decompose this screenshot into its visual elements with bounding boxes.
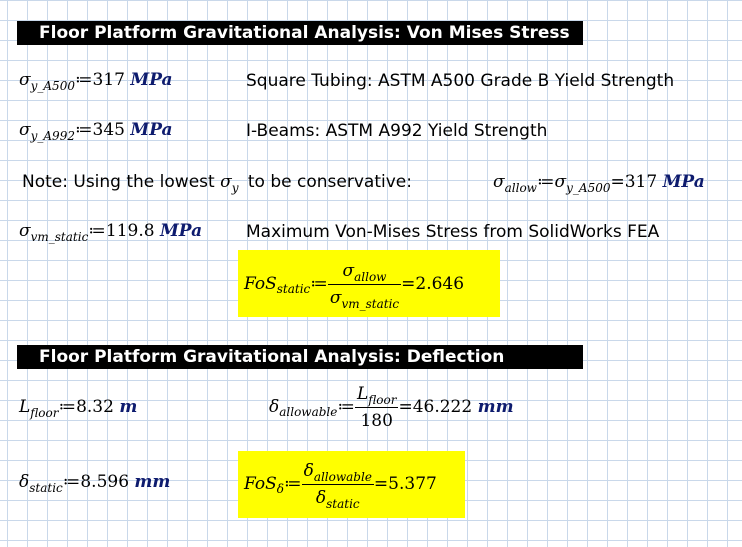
numerator-symbol: σ <box>342 260 355 281</box>
define-operator: ≔ <box>74 120 93 140</box>
unit: MPa <box>130 120 173 140</box>
lhs: FoS <box>244 274 277 294</box>
section-title: Floor Platform Gravitational Analysis: V… <box>39 23 570 43</box>
numerator-subscript: floor <box>368 392 397 407</box>
numerator: Lfloor <box>355 383 399 407</box>
equation-sigma-vm-static[interactable]: σvm_static≔119.8 MPa <box>19 221 203 244</box>
fraction-bar <box>327 283 402 285</box>
description-a992: I-Beams: ASTM A992 Yield Strength <box>246 121 548 141</box>
equation-l-floor[interactable]: Lfloor≔8.32 m <box>19 397 138 420</box>
equation-delta-static[interactable]: δstatic≔8.596 mm <box>19 472 171 495</box>
fraction-bar <box>301 483 374 485</box>
value: 345 <box>92 120 125 140</box>
value: 119.8 <box>105 221 155 241</box>
unit: MPa <box>159 221 203 241</box>
numerator: δallowable <box>302 460 374 484</box>
symbol: L <box>19 397 31 417</box>
define-operator: ≔ <box>74 70 93 90</box>
result: 2.646 <box>415 274 465 294</box>
symbol: δ <box>19 472 30 492</box>
symbol: δ <box>269 397 280 417</box>
unit: MPa <box>662 172 705 192</box>
equals: = <box>398 397 413 417</box>
value: 8.32 <box>76 397 114 417</box>
numerator-symbol: δ <box>303 460 314 481</box>
note-text-after: to be conservative: <box>247 172 412 192</box>
denominator: σvm_static <box>328 287 401 311</box>
equals: = <box>610 172 625 192</box>
rhs-symbol: σ <box>554 172 567 192</box>
description-vm: Maximum Von-Mises Stress from SolidWorks… <box>246 222 660 242</box>
fraction: Lfloor 180 <box>354 383 399 431</box>
note-symbol: σ <box>220 172 232 192</box>
define-operator: ≔ <box>310 274 328 294</box>
fos-delta-highlight <box>238 451 465 518</box>
result: 5.377 <box>388 474 437 494</box>
numerator-symbol: L <box>356 383 369 404</box>
define-operator: ≔ <box>58 397 77 417</box>
fraction-bar <box>354 406 399 408</box>
equation-fos-delta[interactable]: FoS δ ≔ δallowable δstatic = 5.377 <box>244 454 437 514</box>
denominator-symbol: σ <box>329 287 342 308</box>
lhs-subscript: static <box>276 282 311 296</box>
define-operator: ≔ <box>283 474 302 494</box>
subscript: allow <box>504 181 537 195</box>
equation-delta-allowable[interactable]: δ allowable ≔ Lfloor 180 = 46.222 mm <box>269 378 514 436</box>
section-header-stress: Floor Platform Gravitational Analysis: V… <box>17 21 583 45</box>
equation-fos-static[interactable]: FoS static ≔ σallow σvm_static = 2.646 <box>244 254 464 314</box>
subscript: y_A500 <box>30 79 75 93</box>
symbol: σ <box>19 221 31 241</box>
lhs-subscript: δ <box>276 482 284 496</box>
symbol: σ <box>19 120 31 140</box>
unit: mm <box>134 472 171 492</box>
denominator-subscript: vm_static <box>341 296 400 311</box>
define-operator: ≔ <box>536 172 555 192</box>
equals: = <box>401 274 416 294</box>
numerator-subscript: allowable <box>313 469 372 484</box>
note-text: Note: Using the lowest σy to be conserva… <box>22 172 412 195</box>
rhs-subscript: y_A500 <box>566 181 611 195</box>
denominator: δstatic <box>302 487 374 511</box>
fraction: σallow σvm_static <box>327 260 402 311</box>
value: 317 <box>92 70 125 90</box>
numerator-subscript: allow <box>354 269 387 284</box>
denominator: 180 <box>360 410 393 431</box>
equals: = <box>373 474 389 494</box>
denominator-subscript: static <box>326 496 360 511</box>
subscript: vm_static <box>30 230 89 244</box>
subscript: floor <box>30 406 59 420</box>
equation-sigma-y-a992[interactable]: σy_A992≔345 MPa <box>19 120 173 143</box>
subscript: y_A992 <box>30 129 75 143</box>
equation-sigma-y-a500[interactable]: σy_A500≔317 MPa <box>19 70 173 93</box>
value: 317 <box>624 172 658 192</box>
define-operator: ≔ <box>337 397 355 417</box>
unit: mm <box>477 397 514 417</box>
define-operator: ≔ <box>88 221 106 241</box>
lhs: FoS <box>244 474 277 494</box>
value: 46.222 <box>412 397 473 417</box>
unit: MPa <box>130 70 173 90</box>
fraction: δallowable δstatic <box>301 460 374 511</box>
section-title: Floor Platform Gravitational Analysis: D… <box>39 347 505 367</box>
value: 8.596 <box>80 472 130 492</box>
denominator-symbol: δ <box>315 487 327 508</box>
note-text-before: Note: Using the lowest <box>22 172 215 192</box>
symbol: σ <box>19 70 31 90</box>
symbol: σ <box>493 172 505 192</box>
numerator: σallow <box>328 260 401 284</box>
subscript: allowable <box>279 405 338 419</box>
define-operator: ≔ <box>62 472 81 492</box>
subscript: static <box>29 481 63 495</box>
description-a500: Square Tubing: ASTM A500 Grade B Yield S… <box>246 71 675 91</box>
section-header-deflection: Floor Platform Gravitational Analysis: D… <box>17 345 583 369</box>
note-subscript: y <box>231 181 239 195</box>
unit: m <box>119 397 138 417</box>
equation-sigma-allow[interactable]: σallow≔σy_A500=317 MPa <box>493 172 705 195</box>
